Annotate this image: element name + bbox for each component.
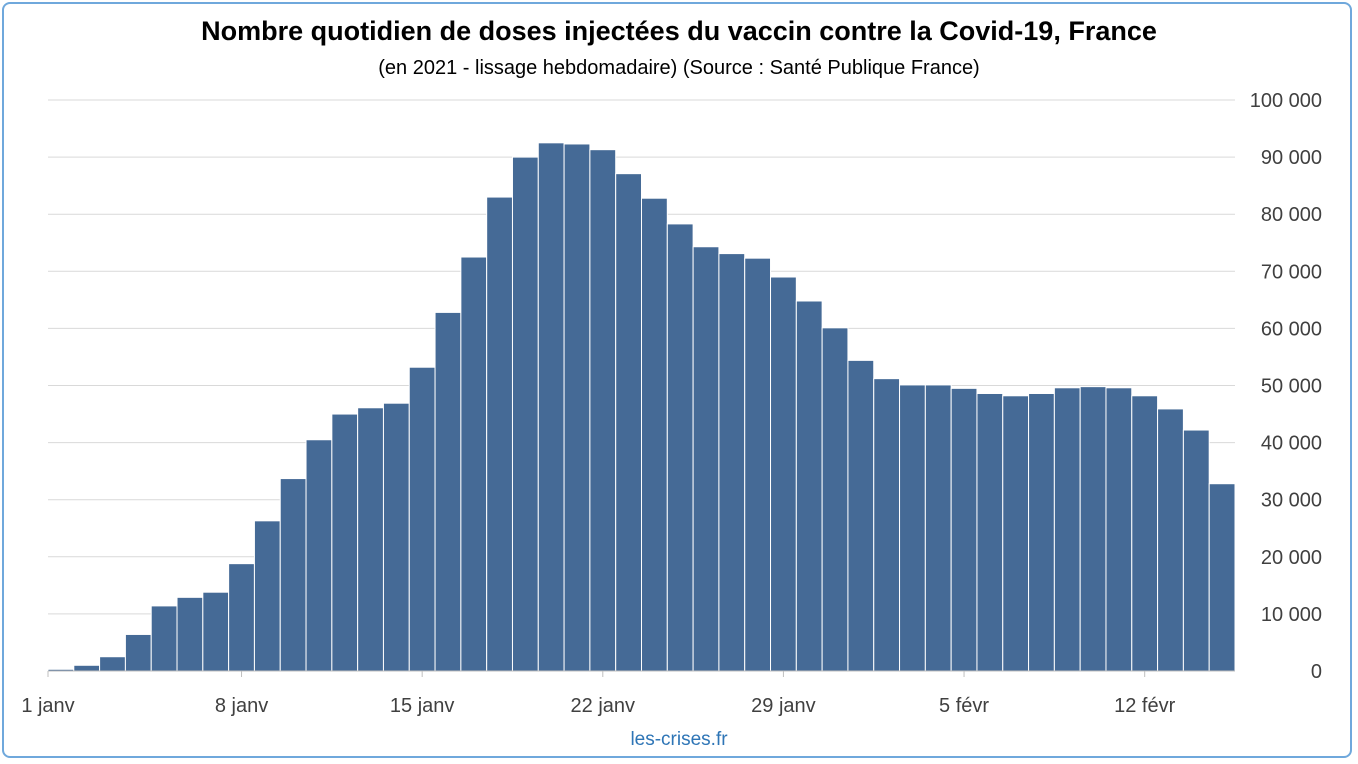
bar (950, 387, 978, 672)
bar (537, 142, 565, 672)
x-tick-label: 29 janv (751, 695, 816, 717)
bar (1105, 387, 1133, 672)
y-tick-label: 70 000 (1261, 261, 1322, 283)
bar (1182, 429, 1210, 672)
bar (770, 276, 797, 672)
bar (924, 384, 952, 672)
bar (873, 378, 901, 672)
bar (434, 311, 462, 672)
bar (589, 149, 617, 672)
bar (202, 591, 230, 672)
y-tick-label: 0 (1311, 661, 1322, 683)
bar (718, 253, 746, 672)
y-axis-ticks: 0 10 000 20 000 30 000 40 000 50 000 60 000 70 … (1250, 90, 1322, 683)
y-tick-label: 20 000 (1261, 547, 1322, 569)
bar (641, 197, 668, 672)
bar (1053, 387, 1081, 672)
bar (331, 413, 359, 672)
x-tick-label: 5 févr (939, 695, 989, 717)
bar (821, 327, 849, 672)
bar (486, 196, 513, 672)
x-tick-label: 1 janv (21, 695, 74, 717)
bar (795, 300, 823, 672)
chart-subtitle: (en 2021 - lissage hebdomadaire) (Source… (378, 57, 980, 79)
y-tick-label: 90 000 (1261, 147, 1322, 169)
bar (847, 359, 875, 672)
x-tick-label: 15 janv (390, 695, 455, 717)
y-tick-label: 60 000 (1261, 318, 1322, 340)
x-tick-label: 8 janv (215, 695, 268, 717)
y-tick-label: 30 000 (1261, 490, 1322, 512)
bar (976, 392, 1004, 672)
x-axis-ticks: 1 janv 8 janv 15 janv 22 janv 29 janv 5 févr 1… (21, 671, 1176, 717)
bar (899, 384, 926, 672)
bar (150, 605, 178, 672)
x-tick-label: 22 janv (571, 695, 636, 717)
bar (253, 520, 281, 672)
bars (47, 142, 1236, 672)
bar (408, 366, 436, 672)
bar (1002, 395, 1030, 672)
bar (692, 246, 720, 672)
bar (99, 656, 126, 672)
bar (666, 223, 694, 672)
x-tick-label: 12 févr (1114, 695, 1175, 717)
bar (615, 173, 643, 672)
bar (511, 156, 539, 672)
y-tick-label: 80 000 (1261, 204, 1322, 226)
bar (1208, 483, 1236, 672)
bar (563, 143, 591, 672)
bar (460, 256, 488, 672)
bar (744, 257, 772, 672)
bar (1028, 392, 1055, 672)
y-tick-label: 10 000 (1261, 604, 1322, 626)
source-credit: les-crises.fr (630, 729, 728, 750)
bar (279, 478, 307, 672)
bar (228, 563, 255, 672)
chart-title: Nombre quotidien de doses injectées du v… (201, 16, 1157, 46)
bar (1131, 395, 1159, 672)
bar (124, 633, 152, 672)
bar (73, 664, 101, 672)
y-tick-label: 50 000 (1261, 376, 1322, 398)
bar (1157, 408, 1184, 672)
bar (1079, 386, 1107, 672)
bar (176, 596, 204, 672)
bar (357, 407, 384, 672)
bar (305, 439, 333, 672)
bar (382, 402, 410, 672)
y-tick-label: 100 000 (1250, 90, 1322, 112)
y-tick-label: 40 000 (1261, 433, 1322, 455)
